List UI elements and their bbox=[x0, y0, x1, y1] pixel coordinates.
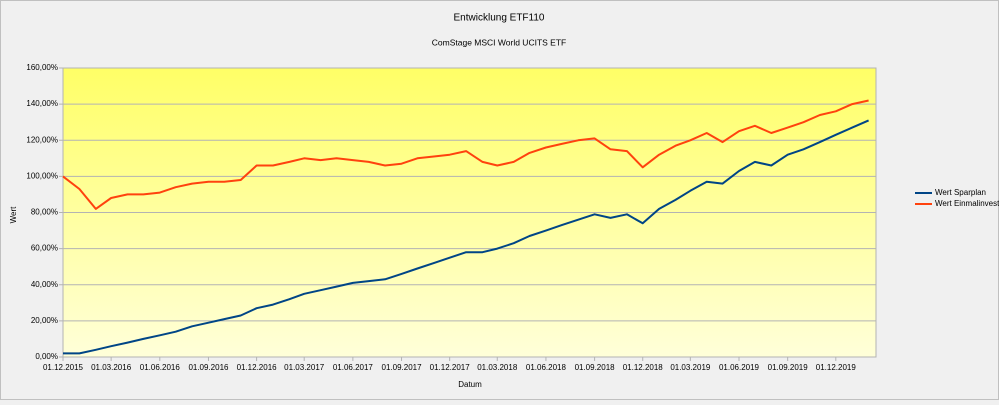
x-tick-label: 01.09.2016 bbox=[188, 363, 229, 372]
chart-subtitle: ComStage MSCI World UCITS ETF bbox=[432, 37, 566, 47]
x-tick-label: 01.03.2019 bbox=[670, 363, 711, 372]
y-axis-label: Wert bbox=[9, 206, 18, 224]
y-tick-label: 120,00% bbox=[26, 135, 58, 144]
y-tick-label: 160,00% bbox=[26, 63, 58, 72]
legend-label: Wert Sparplan bbox=[935, 188, 986, 197]
x-tick-label: 01.03.2017 bbox=[284, 363, 325, 372]
x-tick-label: 01.12.2017 bbox=[430, 363, 471, 372]
data-line bbox=[62, 99, 869, 210]
y-tick-label: 140,00% bbox=[26, 99, 58, 108]
y-tick-label: 0,00% bbox=[35, 352, 58, 361]
x-tick-label: 01.09.2019 bbox=[768, 363, 809, 372]
y-tick-label: 40,00% bbox=[31, 280, 58, 289]
x-tick-label: 01.09.2018 bbox=[575, 363, 616, 372]
x-axis-label: Datum bbox=[458, 380, 482, 389]
x-tick-label: 01.06.2017 bbox=[333, 363, 374, 372]
y-tick-label: 100,00% bbox=[26, 171, 58, 180]
data-line bbox=[63, 119, 870, 355]
x-tick-label: 01.03.2016 bbox=[91, 363, 132, 372]
x-tick-label: 01.09.2017 bbox=[382, 363, 423, 372]
x-tick-label: 01.03.2018 bbox=[477, 363, 518, 372]
x-tick-label: 01.06.2018 bbox=[526, 363, 567, 372]
x-tick-label: 01.06.2019 bbox=[719, 363, 760, 372]
x-tick-label: 01.12.2016 bbox=[237, 363, 278, 372]
x-tick-label: 01.12.2018 bbox=[623, 363, 664, 372]
y-tick-label: 60,00% bbox=[31, 244, 58, 253]
y-tick-label: 80,00% bbox=[31, 208, 58, 217]
chart-title: Entwicklung ETF110 bbox=[454, 13, 545, 24]
x-tick-label: 01.06.2016 bbox=[140, 363, 181, 372]
y-tick-label: 20,00% bbox=[31, 316, 58, 325]
x-tick-label: 01.12.2015 bbox=[43, 363, 84, 372]
legend-label: Wert Einmalinvest bbox=[935, 199, 999, 208]
x-tick-label: 01.12.2019 bbox=[816, 363, 857, 372]
